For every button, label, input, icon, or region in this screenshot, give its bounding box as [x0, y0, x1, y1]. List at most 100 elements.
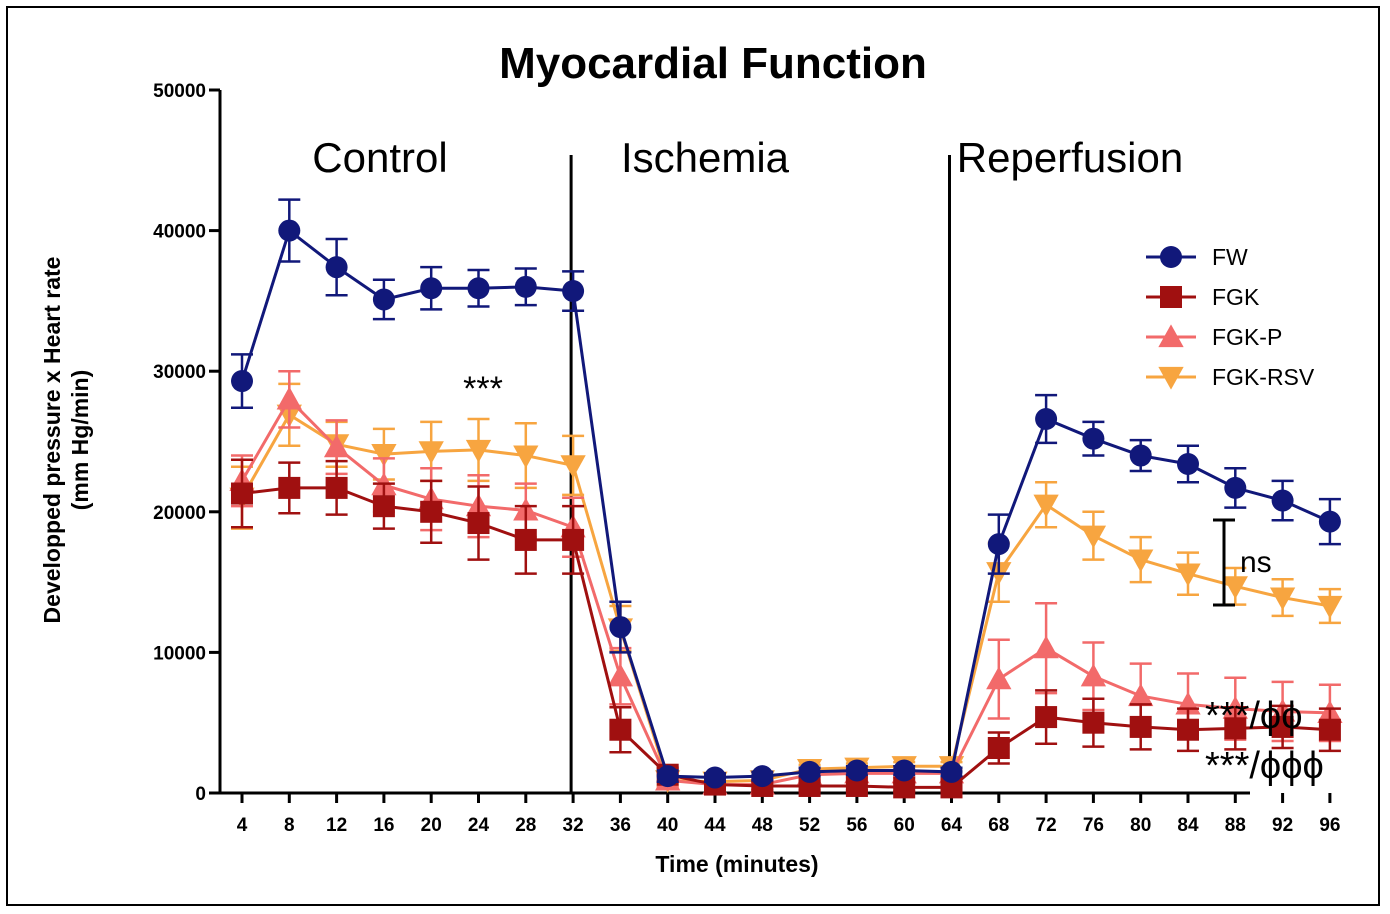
y-tick-label: 40000	[153, 222, 206, 243]
data-point-fw	[1129, 444, 1152, 467]
x-tick-label: 68	[988, 815, 1009, 836]
legend: FW FGK FGK-P FGK-RSV	[1146, 244, 1315, 390]
data-point-fgk	[420, 500, 443, 523]
series-fgk	[231, 458, 1341, 799]
data-point-fgk-p	[1033, 635, 1059, 659]
chart-frame	[6, 6, 1380, 906]
y-tick-label: 0	[195, 784, 206, 805]
data-point-fw	[1318, 510, 1341, 533]
data-point-fgk-p	[1128, 683, 1154, 707]
data-point-fw	[562, 280, 585, 303]
data-point-fgk	[987, 737, 1010, 760]
series-line-fgk-p	[240, 396, 1330, 787]
data-point-fgk	[467, 512, 490, 535]
x-tick-label: 92	[1272, 815, 1293, 836]
x-tick-label: 24	[468, 815, 490, 836]
data-point-fgk-rsv	[1269, 587, 1296, 611]
series-fgk-p	[229, 369, 1343, 795]
x-tick-label: 72	[1036, 815, 1057, 836]
data-point-fw	[420, 277, 443, 300]
legend-item-fgk-p: FGK-P	[1146, 324, 1282, 350]
x-tick-label: 12	[326, 815, 347, 836]
phase-label-reperfusion: Reperfusion	[957, 134, 1183, 181]
data-point-fgk	[845, 774, 868, 797]
legend-marker-fgk-p	[1158, 324, 1184, 348]
series-line-fgk	[241, 486, 1330, 789]
legend-item-fw: FW	[1146, 244, 1248, 270]
data-point-fw	[940, 760, 963, 783]
series-line-fw	[240, 228, 1331, 780]
data-point-fgk	[609, 718, 632, 741]
data-point-fw	[656, 765, 679, 788]
data-point-fw	[1271, 489, 1294, 512]
data-point-fgk-rsv	[371, 444, 397, 467]
data-point-fgk-rsv	[513, 445, 539, 469]
data-point-fgk	[325, 476, 348, 499]
x-axis-title: Time (minutes)	[655, 851, 818, 877]
data-point-fw	[467, 277, 490, 300]
data-point-fw	[845, 759, 868, 782]
y-axis-title-line2: (mm Hg/min)	[67, 370, 93, 511]
data-point-fgk-p	[323, 434, 350, 458]
data-point-fw	[1082, 427, 1105, 450]
series-line-fgk-rsv	[240, 412, 1331, 784]
x-tick-label: 16	[373, 815, 394, 836]
phase-label-control: Control	[312, 134, 447, 181]
data-point-fgk	[278, 476, 301, 499]
y-tick-label: 50000	[153, 81, 206, 102]
series-layer	[229, 198, 1343, 799]
data-point-fgk-rsv	[418, 441, 444, 464]
data-point-fgk	[1082, 711, 1105, 734]
legend-marker-fgk	[1160, 286, 1182, 308]
x-tick-label: 52	[799, 815, 820, 836]
x-tick-label: 40	[657, 815, 678, 836]
y-axis-title: Developped pressure x Heart rate (mm Hg/…	[39, 257, 93, 624]
data-point-fw	[704, 766, 726, 789]
legend-marker-fw	[1160, 246, 1182, 268]
data-point-fw	[1177, 452, 1199, 475]
data-point-fgk-p	[1080, 663, 1107, 687]
data-point-fgk	[1035, 706, 1058, 729]
annotation-ns: ns	[1240, 546, 1272, 579]
data-point-fw	[325, 256, 348, 279]
annotation-control-significance: ***	[463, 370, 503, 408]
data-point-fgk	[231, 482, 253, 505]
data-point-fgk	[562, 528, 585, 551]
data-point-fw	[609, 616, 632, 639]
y-axis-title-line1: Developped pressure x Heart rate	[39, 257, 65, 624]
data-point-fgk	[1177, 718, 1199, 741]
x-tick-label: 4	[237, 815, 248, 836]
data-point-fw	[893, 759, 916, 782]
x-tick-label: 32	[563, 815, 584, 836]
legend-label-fgk-rsv: FGK-RSV	[1212, 364, 1315, 390]
data-point-fgk-rsv	[465, 439, 492, 463]
x-tick-label: 96	[1319, 815, 1340, 836]
data-point-fgk-rsv	[1222, 576, 1248, 599]
x-tick-label: 28	[515, 815, 536, 836]
data-point-fw	[1224, 476, 1247, 499]
data-point-fgk-rsv	[1175, 563, 1201, 587]
legend-label-fw: FW	[1212, 244, 1248, 270]
data-point-fgk	[514, 528, 537, 551]
data-point-fgk	[893, 776, 916, 799]
data-point-fw	[514, 275, 537, 298]
legend-label-fgk: FGK	[1212, 284, 1260, 310]
data-point-fgk	[1318, 718, 1341, 741]
annotation-fgkp-significance: ***/ϕϕ	[1205, 695, 1303, 737]
legend-label-fgk-p: FGK-P	[1212, 324, 1282, 350]
x-tick-label: 44	[704, 815, 726, 836]
chart-title: Myocardial Function	[499, 39, 927, 88]
series-fgk-rsv	[229, 382, 1343, 795]
legend-marker-fgk-rsv	[1158, 366, 1184, 390]
data-point-fgk-p	[276, 386, 302, 410]
phase-label-ischemia: Ischemia	[621, 134, 790, 181]
x-tick-label: 20	[421, 815, 442, 836]
x-tick-label: 60	[894, 815, 915, 836]
x-tick-label: 88	[1225, 815, 1246, 836]
data-point-fgk-rsv	[560, 455, 586, 479]
data-point-fw	[987, 533, 1010, 556]
data-point-fw	[798, 760, 821, 783]
annotations: *** ns ***/ϕϕ ***/ϕϕϕ	[463, 370, 1324, 787]
